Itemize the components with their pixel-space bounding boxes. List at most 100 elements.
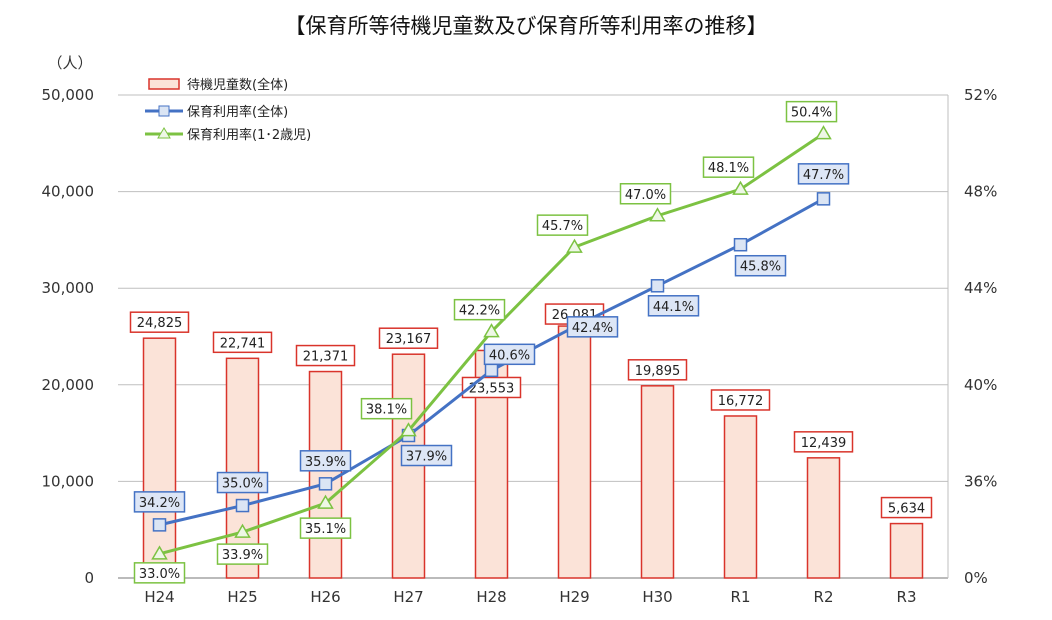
square-marker [152,518,167,532]
line-data-label: 50.4% [785,100,838,123]
y-right-tick-label: 44% [964,279,997,297]
bar-data-label-text: 21,371 [303,350,349,365]
bar-data-label-box [627,359,688,381]
x-tick-label: H30 [642,588,672,606]
line-data-label-text: 47.0% [625,188,666,203]
line-data-label-box [702,156,755,178]
line-data-label: 34.2% [133,491,186,513]
line-data-label-box [566,316,619,338]
line-data-label: 33.0% [133,562,186,584]
line-data-label: 48.1% [702,156,755,178]
bar-data-label-text: 23,553 [469,381,515,396]
triangle-marker [234,523,251,538]
y-left-tick-label: 20,000 [42,376,95,394]
bar-data-label: 23,167 [378,327,439,349]
line-data-label-text: 33.9% [222,548,263,563]
bar-data-label-text: 23,167 [386,332,432,347]
line-data-label-box [216,471,269,494]
line-data-label-text: 37.9% [406,450,447,465]
line-data-label-box [360,397,413,420]
line-data-label: 45.7% [536,214,589,236]
x-tick-label: H25 [227,588,257,606]
bar-data-label-text: 12,439 [801,436,847,451]
line-data-label-text: 44.1% [653,300,694,315]
x-tick-label: H27 [393,588,423,606]
bar-data-label-text: 16,772 [718,394,764,409]
line-data-label-box [216,543,269,565]
bar [557,325,592,579]
y-right-tick-label: 36% [964,472,997,490]
line-data-label: 35.1% [299,517,352,539]
bar-data-label-box [880,496,933,519]
line-data-label: 35.0% [216,471,269,494]
triangle-marker [732,180,749,195]
bar-data-label: 22,741 [212,331,273,354]
line-data-label-text: 47.7% [803,168,844,183]
line-data-label-box [647,295,700,317]
line-data-label-text: 50.4% [791,106,832,121]
triangle-marker [400,422,417,437]
line-data-label: 44.1% [647,295,700,317]
line-data-label-box [734,254,787,277]
bar-data-label-box [378,327,439,349]
x-tick-label: R1 [731,588,751,606]
bar-data-label-box [129,311,190,333]
legend-label: 保育利用率(全体) [187,104,288,120]
line-data-label: 42.2% [453,298,506,321]
line-data-label-text: 45.7% [542,219,583,234]
square-marker [318,477,333,491]
line-data-label: 45.8% [734,254,787,277]
square-marker [650,279,665,293]
y-right-tick-label: 48% [964,183,997,201]
bar-data-label-text: 24,825 [137,316,183,331]
legend-label: 保育利用率(1･2歳児) [187,127,311,143]
legend-label: 待機児童数(全体) [187,77,288,93]
triangle-marker [649,207,666,222]
line-data-label-box [785,100,838,123]
line-data-label-text: 35.1% [305,522,346,537]
y-right-tick-label: 0% [964,569,988,587]
bar [308,370,343,579]
y-left-tick-label: 30,000 [42,279,95,297]
line-data-label-box [483,343,536,366]
bar-data-label-box [212,331,273,354]
line-data-label-box [133,491,186,513]
line-data-label-text: 38.1% [366,403,407,418]
triangle-marker [317,494,334,509]
line-data-label: 47.0% [619,183,672,205]
bar-data-label-box [710,389,771,411]
line-data-label-text: 42.4% [572,321,613,336]
line-data-label: 38.1% [360,397,413,420]
line-data-label-box [797,163,850,185]
line-data-label-text: 40.6% [489,348,530,363]
bar [889,522,924,579]
x-tick-label: H26 [310,588,340,606]
square-marker [733,237,748,252]
square-marker [484,363,499,378]
bar-data-label: 21,371 [295,344,356,367]
y-left-tick-label: 10,000 [42,472,95,490]
line-data-label-text: 42.2% [459,304,500,319]
line-data-label-box [133,562,186,584]
bar-data-label: 16,772 [710,389,771,411]
line-data-label-box [400,444,453,467]
x-tick-label: R2 [814,588,834,606]
line-data-label: 35.9% [299,450,352,472]
line-data-label: 40.6% [483,343,536,366]
legend-swatch-marker [158,105,170,117]
triangle-marker [151,545,168,560]
y-right-tick-label: 52% [964,86,997,104]
legend-swatch-bar [148,78,180,90]
y-right-tick-label: 40% [964,376,997,394]
bar-data-label-text: 5,634 [888,502,925,517]
bar [225,357,260,579]
bar [640,385,675,579]
x-tick-label: H29 [559,588,589,606]
bar-data-label-text: 22,741 [220,336,266,351]
line-data-label-box [453,298,506,321]
line-data-label-text: 34.2% [139,496,180,511]
chart-title: 【保育所等待機児童数及び保育所等利用率の推移】 [285,14,768,38]
line-data-label-box [299,450,352,472]
line-data-label: 47.7% [797,163,850,185]
bar-data-label: 24,825 [129,311,190,333]
